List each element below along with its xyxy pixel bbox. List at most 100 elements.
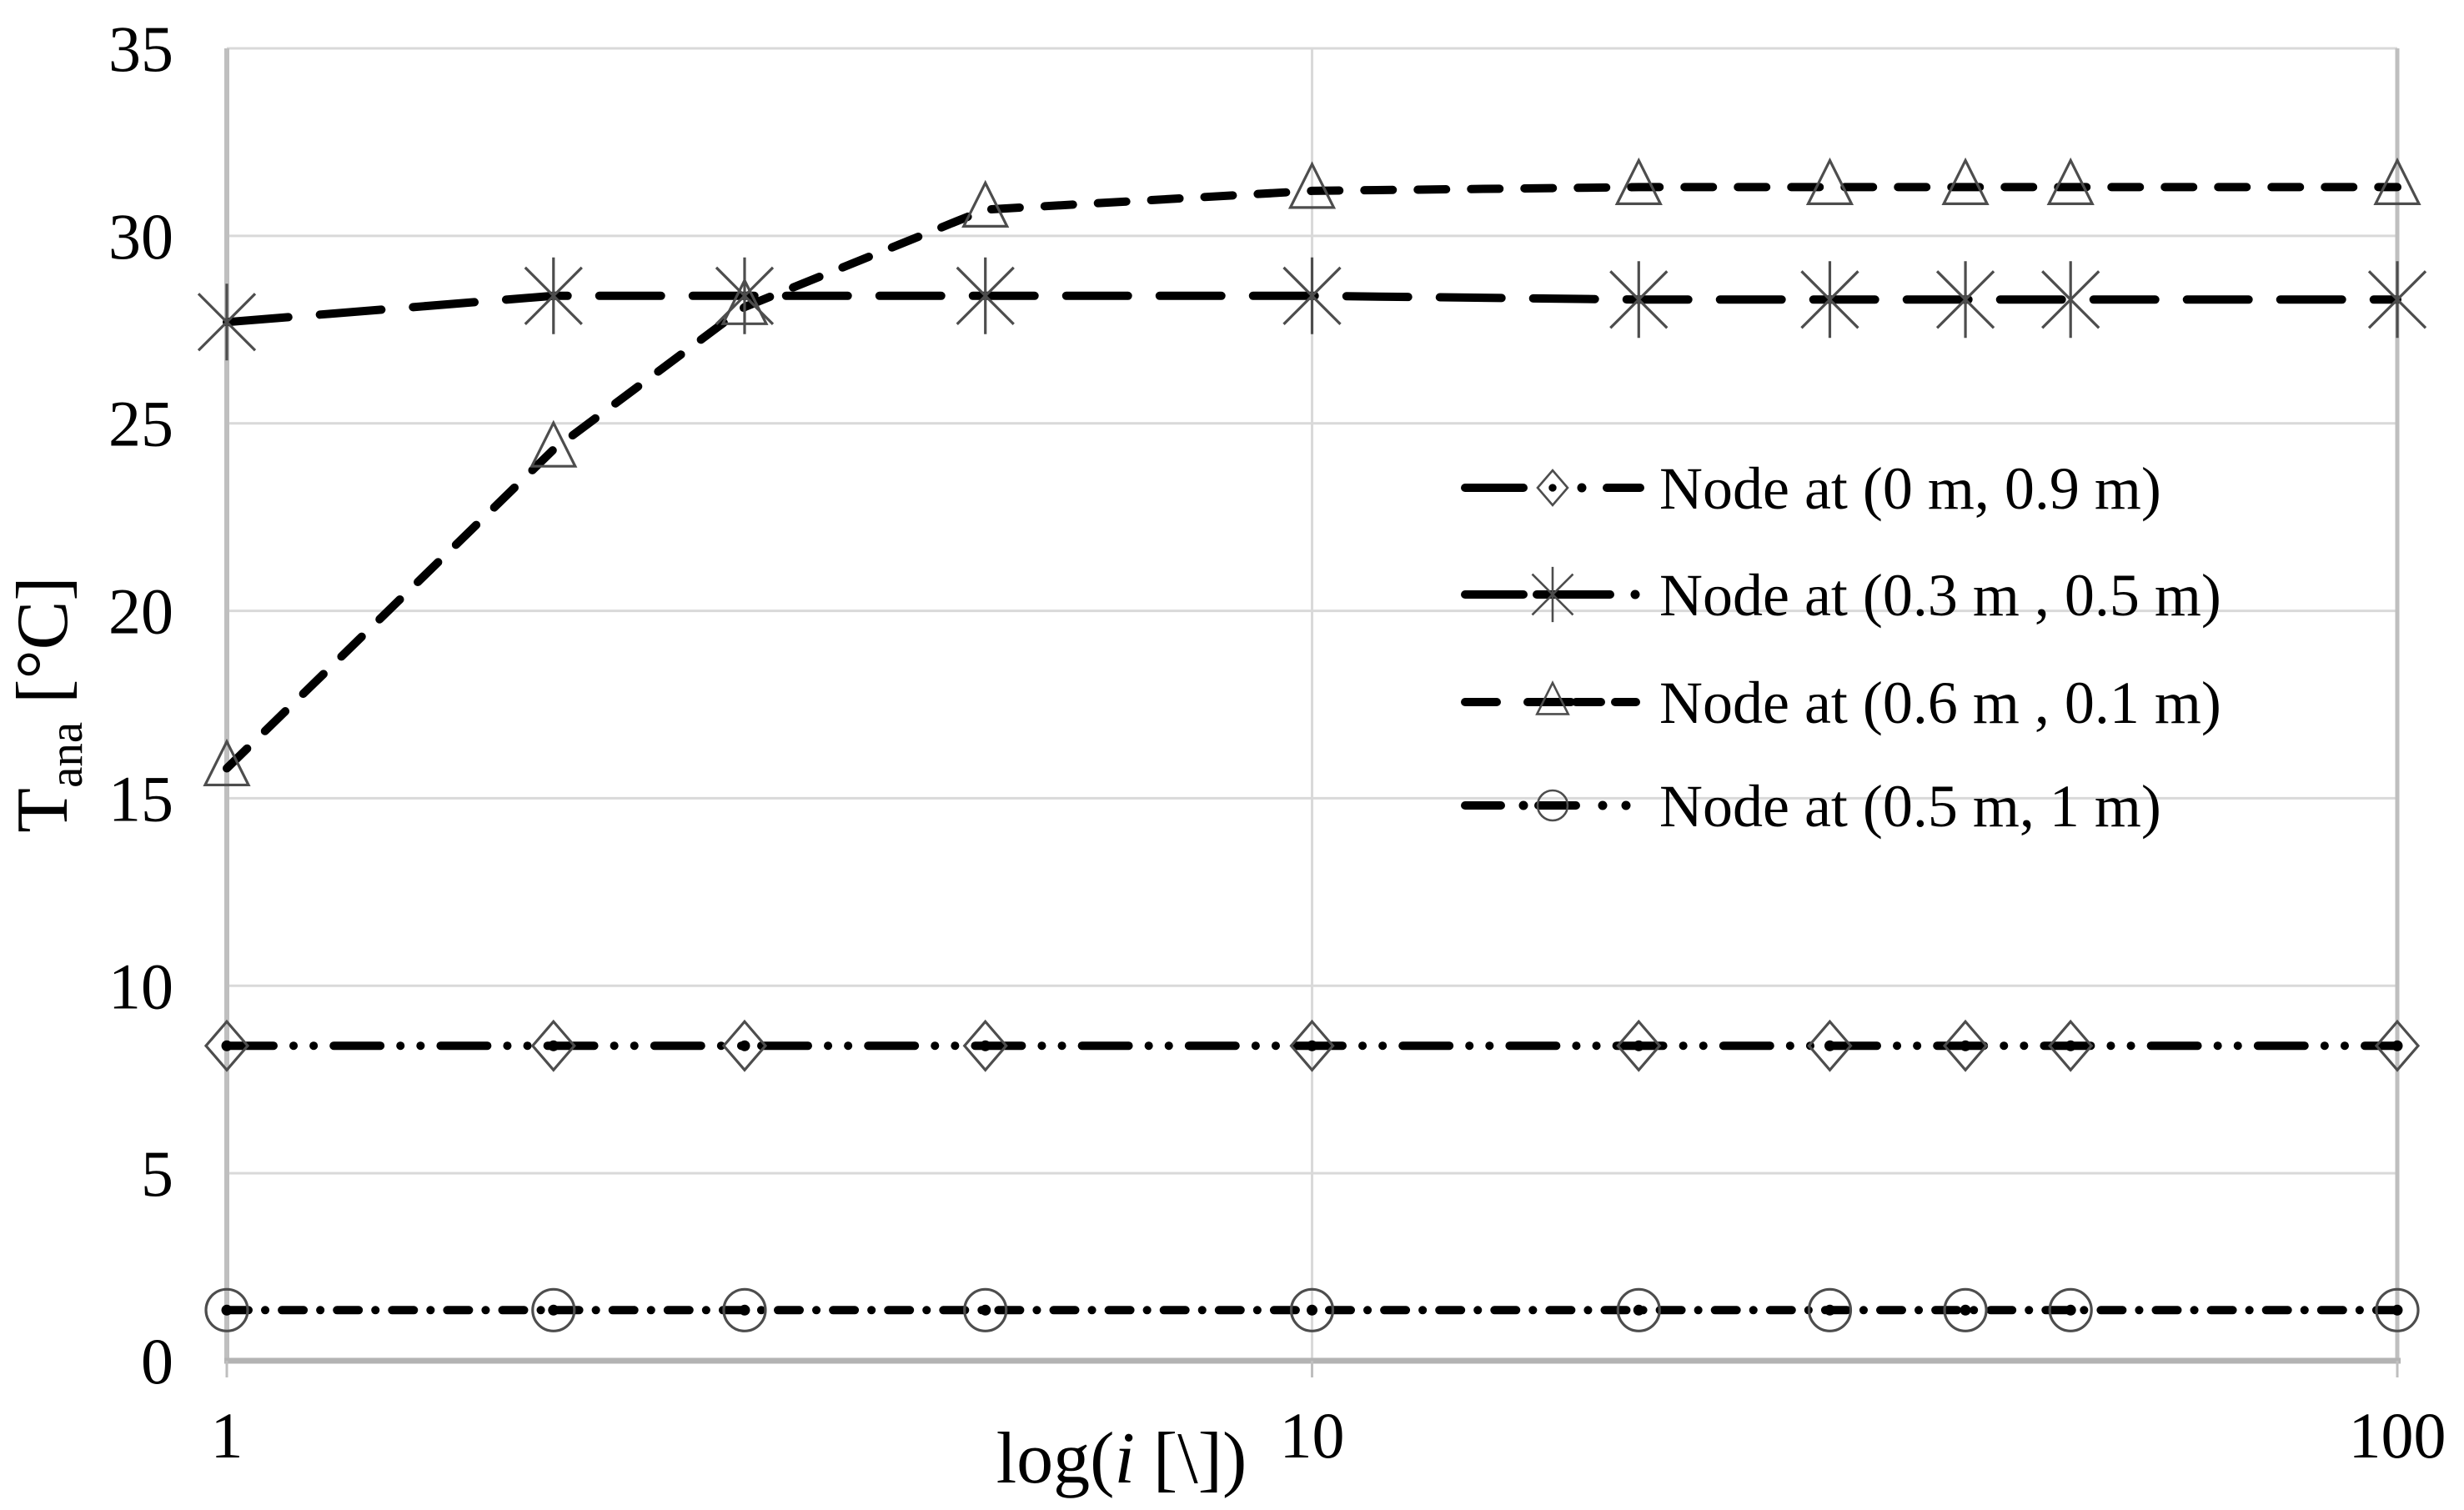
legend-line-dot — [1577, 483, 1587, 493]
center-dot-icon — [1307, 1304, 1317, 1316]
marker-triangle-x5 — [961, 179, 1010, 228]
center-dot-icon — [980, 1304, 991, 1316]
marker-triangle-x50 — [2046, 157, 2095, 205]
diamond-icon — [1942, 1019, 1989, 1072]
marker-circle-dot-x3 — [722, 1287, 767, 1332]
circle-icon — [1616, 1287, 1661, 1332]
legend-line-dot — [1621, 800, 1631, 810]
marker-triangle-x40 — [1941, 157, 1990, 205]
diamond-icon — [203, 1019, 250, 1072]
asterisk-spoke-icon — [197, 293, 257, 352]
center-dot-icon — [2065, 1040, 2076, 1051]
triangle-icon — [1287, 161, 1337, 209]
diamond-icon — [530, 1019, 576, 1072]
legend-marker-triangle — [1535, 680, 1570, 715]
center-dot-icon — [980, 1040, 991, 1051]
marker-diamond-dot-x40 — [1942, 1019, 1989, 1072]
y-tick-label-20: 20 — [108, 575, 173, 648]
triangle-icon — [720, 277, 769, 325]
diamond-icon — [1807, 1019, 1853, 1072]
center-dot-icon — [1960, 1040, 1971, 1051]
legend-item-node-at-0-3-m-0-5-m: Node at (0.3 m , 0.5 m) — [1461, 562, 2221, 629]
circle-icon — [722, 1287, 767, 1332]
legend-item-node-at-0-5-m-1-m: Node at (0.5 m, 1 m) — [1461, 773, 2161, 840]
center-dot-icon — [1824, 1304, 1835, 1316]
triangle-icon — [203, 738, 251, 787]
asterisk-spoke-icon — [2041, 270, 2100, 329]
marker-circle-dot-x40 — [1943, 1287, 1988, 1332]
y-tick-label-25: 25 — [108, 388, 173, 460]
triangle-icon — [2373, 157, 2421, 205]
x-axis-title: log(i [\]) — [996, 1418, 1247, 1499]
circle-icon — [204, 1287, 249, 1332]
marker-diamond-dot-x50 — [2048, 1019, 2094, 1072]
triangle-icon — [961, 179, 1010, 228]
marker-diamond-dot-x3 — [721, 1019, 768, 1072]
y-tick-label-35: 35 — [108, 13, 173, 85]
marker-diamond-dot-x10 — [1289, 1019, 1335, 1072]
series-lines — [223, 183, 2401, 1315]
legend-item-node-at-0-6-m-0-1-m: Node at (0.6 m , 0.1 m) — [1461, 670, 2221, 736]
marker-asterisk-x3 — [715, 257, 775, 334]
marker-triangle-x30 — [1805, 157, 1854, 205]
center-dot-icon — [2065, 1304, 2076, 1316]
y-tick-label-5: 5 — [141, 1137, 173, 1210]
asterisk-spoke-icon — [1935, 270, 1995, 329]
diamond-icon — [962, 1019, 1008, 1072]
marker-asterisk-x100 — [2367, 261, 2427, 339]
center-dot-icon — [1307, 1040, 1317, 1051]
circle-icon — [531, 1287, 576, 1332]
diamond-icon — [1289, 1019, 1335, 1072]
triangle-icon — [1941, 157, 1990, 205]
marker-circle-dot-x2 — [531, 1287, 576, 1332]
y-axis-title-main: T — [3, 788, 83, 833]
asterisk-spoke-icon — [524, 266, 583, 325]
y-tick-label-10: 10 — [108, 950, 173, 1022]
y-tick-label-0: 0 — [141, 1325, 173, 1397]
marker-diamond-dot-x2 — [530, 1019, 576, 1072]
marker-circle-dot-x30 — [1807, 1287, 1853, 1332]
center-dot-icon — [1824, 1040, 1835, 1051]
tick-labels: 0 5 10 15 20 25 30 35 1 10 100 — [108, 13, 2446, 1472]
center-dot-icon — [1548, 484, 1557, 492]
center-dot-icon — [1633, 1304, 1644, 1316]
asterisk-spoke-icon — [1282, 266, 1342, 325]
legend-line-dot — [1598, 800, 1608, 810]
y-axis-title-subscript: ana — [40, 722, 93, 788]
asterisk-spoke-icon — [1531, 573, 1574, 616]
x-axis-title-variable: i — [1114, 1418, 1134, 1499]
legend: Node at (0 m, 0.9 m) Node at (0.3 m , 0.5… — [1461, 455, 2221, 840]
legend-line-dot — [1630, 589, 1640, 599]
y-axis-title: Tana [°C] — [3, 576, 93, 832]
circle-icon — [1536, 789, 1569, 822]
legend-marker-asterisk — [1531, 566, 1574, 623]
marker-asterisk-x10 — [1282, 257, 1342, 334]
marker-asterisk-x30 — [1800, 261, 1859, 339]
legend-line-dot — [1518, 800, 1528, 810]
marker-triangle-x10 — [1287, 161, 1337, 209]
center-dot-icon — [739, 1304, 750, 1316]
center-dot-icon — [739, 1040, 750, 1051]
triangle-icon — [2046, 157, 2095, 205]
center-dot-icon — [2391, 1040, 2403, 1051]
triangle-icon — [1535, 680, 1570, 715]
x-tick-label-10: 10 — [1280, 1399, 1345, 1472]
marker-circle-dot-x50 — [2048, 1287, 2093, 1332]
legend-marker-diamond-dot — [1536, 469, 1569, 507]
legend-marker-circle-dot — [1536, 789, 1569, 822]
series-markers — [197, 157, 2427, 1332]
circle-icon — [1943, 1287, 1988, 1332]
marker-triangle-x100 — [2373, 157, 2421, 205]
marker-asterisk-x1 — [197, 283, 257, 361]
x-tick-label-1: 1 — [211, 1399, 243, 1472]
series-line-node-at-0-3-m-0-5-m — [223, 291, 2401, 327]
legend-label: Node at (0.3 m , 0.5 m) — [1659, 562, 2221, 629]
diamond-icon — [1616, 1019, 1662, 1072]
marker-diamond-dot-x30 — [1807, 1019, 1853, 1072]
y-tick-label-30: 30 — [108, 200, 173, 273]
legend-label: Node at (0 m, 0.9 m) — [1659, 455, 2161, 522]
center-dot-icon — [548, 1040, 560, 1051]
marker-triangle-x3 — [720, 277, 769, 325]
